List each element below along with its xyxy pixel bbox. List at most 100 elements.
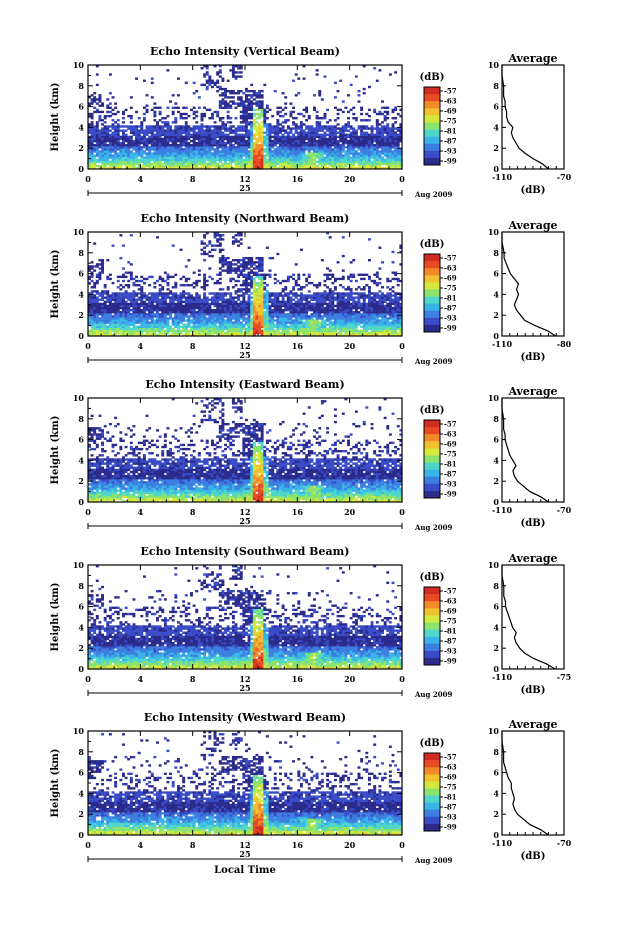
heatmap-cell bbox=[371, 134, 374, 136]
heatmap-cell bbox=[331, 132, 334, 134]
heatmap-cell bbox=[344, 140, 347, 142]
heatmap-cell bbox=[104, 292, 107, 294]
heatmap-cell bbox=[98, 132, 101, 134]
heatmap-cell bbox=[261, 276, 264, 278]
colorbar-segment bbox=[424, 101, 440, 108]
heatmap-cell bbox=[151, 311, 154, 313]
heatmap-cell bbox=[206, 309, 209, 311]
heatmap-cell bbox=[255, 288, 258, 290]
heatmap-cell bbox=[151, 159, 154, 161]
heatmap-cell bbox=[219, 71, 222, 73]
heatmap-cell bbox=[164, 317, 167, 319]
heatmap-cell bbox=[117, 315, 120, 317]
heatmap-cell bbox=[96, 152, 99, 154]
heatmap-cell bbox=[279, 107, 282, 109]
heatmap-cell bbox=[282, 129, 285, 131]
heatmap-cell bbox=[292, 121, 295, 123]
heatmap-cell bbox=[211, 132, 214, 134]
heatmap-cell bbox=[187, 154, 190, 156]
heatmap-cell bbox=[151, 142, 154, 144]
heatmap-cell bbox=[253, 94, 256, 96]
heatmap-cell bbox=[177, 305, 180, 307]
heatmap-cell bbox=[221, 332, 224, 334]
heatmap-cell bbox=[324, 159, 327, 161]
heatmap-cell bbox=[331, 150, 334, 152]
heatmap-cell bbox=[235, 290, 238, 292]
heatmap-cell bbox=[125, 152, 128, 154]
heatmap-cell bbox=[292, 278, 295, 280]
heatmap-cell bbox=[201, 157, 204, 159]
heatmap-cell bbox=[292, 134, 295, 136]
heatmap-cell bbox=[276, 123, 279, 125]
heatmap-cell bbox=[240, 134, 243, 136]
heatmap-cell bbox=[355, 154, 358, 156]
heatmap-cell bbox=[355, 138, 358, 140]
heatmap-cell bbox=[211, 301, 214, 303]
heatmap-cell bbox=[235, 292, 238, 294]
heatmap-cell bbox=[172, 150, 175, 152]
heatmap-cell bbox=[112, 140, 115, 142]
heatmap-cell bbox=[271, 328, 274, 330]
heatmap-cell bbox=[321, 98, 324, 100]
heatmap-cell bbox=[122, 319, 125, 321]
heatmap-cell bbox=[237, 146, 240, 148]
heatmap-cell bbox=[397, 159, 400, 161]
heatmap-cell bbox=[255, 324, 258, 326]
heatmap-cell bbox=[206, 132, 209, 134]
heatmap-cell bbox=[274, 163, 277, 165]
heatmap-cell bbox=[350, 146, 353, 148]
heatmap-cell bbox=[303, 115, 306, 117]
heatmap-cell bbox=[360, 142, 363, 144]
heatmap-cell bbox=[300, 165, 303, 167]
heatmap-cell bbox=[159, 125, 162, 127]
heatmap-cell bbox=[185, 292, 188, 294]
heatmap-cell bbox=[318, 146, 321, 148]
heatmap-cell bbox=[125, 276, 128, 278]
heatmap-cell bbox=[282, 321, 285, 323]
heatmap-cell bbox=[289, 321, 292, 323]
heatmap-cell bbox=[143, 113, 146, 115]
heatmap-cell bbox=[159, 278, 162, 280]
heatmap-cell bbox=[153, 299, 156, 301]
heatmap-cell bbox=[224, 326, 227, 328]
heatmap-cell bbox=[190, 294, 193, 296]
heatmap-cell bbox=[122, 134, 125, 136]
heatmap-cell bbox=[352, 134, 355, 136]
heatmap-cell bbox=[219, 272, 222, 274]
heatmap-cell bbox=[125, 129, 128, 131]
heatmap-cell bbox=[214, 296, 217, 298]
heatmap-cell bbox=[190, 129, 193, 131]
heatmap-cell bbox=[135, 148, 138, 150]
heatmap-cell bbox=[148, 146, 151, 148]
heatmap-cell bbox=[117, 111, 120, 113]
heatmap-cell bbox=[321, 142, 324, 144]
heatmap-cell bbox=[96, 292, 99, 294]
heatmap-cell bbox=[276, 134, 279, 136]
heatmap-cell bbox=[334, 136, 337, 138]
heatmap-cell bbox=[284, 328, 287, 330]
heatmap-cell bbox=[355, 132, 358, 134]
heatmap-cell bbox=[295, 324, 298, 326]
heatmap-cell bbox=[295, 127, 298, 129]
heatmap-cell bbox=[250, 309, 253, 311]
heatmap-cell bbox=[221, 163, 224, 165]
heatmap-cell bbox=[132, 134, 135, 136]
heatmap-cell bbox=[172, 152, 175, 154]
heatmap-cell bbox=[219, 94, 222, 96]
heatmap-cell bbox=[292, 146, 295, 148]
heatmap-cell bbox=[229, 317, 232, 319]
heatmap-cell bbox=[167, 136, 170, 138]
heatmap-cell bbox=[235, 134, 238, 136]
heatmap-cell bbox=[342, 111, 345, 113]
heatmap-cell bbox=[368, 161, 371, 163]
heatmap-cell bbox=[282, 152, 285, 154]
heatmap-cell bbox=[211, 303, 214, 305]
heatmap-cell bbox=[295, 152, 298, 154]
heatmap-cell bbox=[250, 282, 253, 284]
heatmap-cell bbox=[276, 136, 279, 138]
heatmap-cell bbox=[245, 136, 248, 138]
heatmap-cell bbox=[318, 140, 321, 142]
heatmap-cell bbox=[182, 127, 185, 129]
heatmap-cell bbox=[135, 292, 138, 294]
heatmap-cell bbox=[122, 276, 125, 278]
